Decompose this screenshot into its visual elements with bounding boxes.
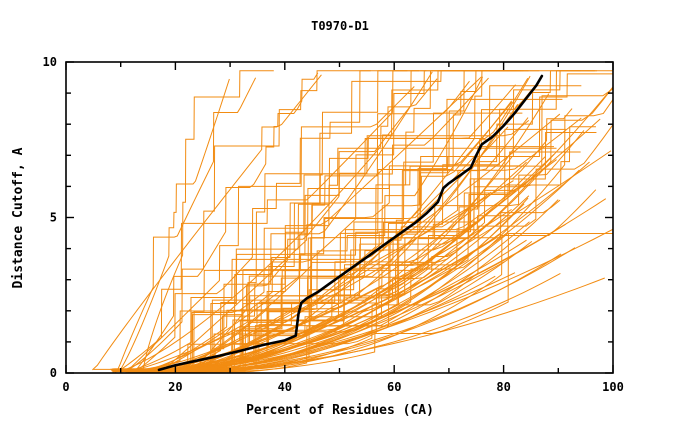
- y-tick-label: 10: [43, 55, 57, 69]
- ensemble-curve: [139, 161, 590, 371]
- ensemble-curve: [114, 70, 420, 373]
- ensemble-curve: [197, 215, 512, 373]
- ensemble-curve: [114, 191, 492, 372]
- ensemble-curve: [122, 70, 371, 371]
- ensemble-curve: [180, 112, 523, 373]
- ensemble-curve: [143, 117, 582, 371]
- y-tick-label: 0: [50, 366, 57, 380]
- x-tick-label: 80: [496, 380, 510, 394]
- ensemble-curve: [117, 78, 230, 372]
- x-tick-label: 40: [278, 380, 292, 394]
- ensemble-curve: [190, 126, 596, 371]
- ensemble-curve: [92, 74, 322, 371]
- ensemble-curve: [166, 80, 470, 370]
- ensemble-curve: [136, 119, 530, 371]
- ensemble-curve: [116, 77, 257, 372]
- y-axis-label: Distance Cutoff, A: [11, 147, 26, 288]
- ensemble-curve: [136, 86, 614, 371]
- ensemble-curve: [114, 240, 533, 370]
- ensemble-curve: [147, 156, 513, 372]
- y-tick-label: 5: [50, 211, 57, 225]
- ensemble-curve: [192, 70, 517, 372]
- ensemble-curve: [124, 86, 415, 371]
- ensemble-curve: [133, 72, 319, 373]
- ensemble-curve: [134, 253, 562, 372]
- ensemble-curve: [166, 70, 460, 372]
- x-tick-label: 0: [62, 380, 69, 394]
- ensemble-curve: [189, 70, 427, 370]
- axis-tick-labels: 0 20 40 60 80 100 0 5 10: [43, 55, 624, 394]
- x-axis-label: Percent of Residues (CA): [246, 403, 434, 418]
- ensemble-curve: [169, 70, 597, 370]
- ensemble-curve: [118, 200, 504, 371]
- highlighted-curve: [157, 74, 544, 372]
- highlight-series: [157, 74, 544, 372]
- ensemble-curve: [159, 76, 482, 373]
- x-tick-label: 60: [387, 380, 401, 394]
- x-tick-label: 100: [602, 380, 624, 394]
- ensemble-curve: [117, 161, 527, 372]
- ensemble-curve: [132, 70, 408, 372]
- ensemble-curve: [153, 147, 557, 372]
- ensemble-series: [92, 70, 614, 373]
- axis-ticks: [65, 61, 614, 374]
- ensemble-curve: [126, 132, 597, 370]
- chart-title: T0970-D1: [311, 19, 369, 33]
- x-tick-label: 20: [168, 380, 182, 394]
- ensemble-curve: [184, 71, 433, 372]
- ensemble-curve: [112, 78, 438, 373]
- ensemble-curve: [137, 237, 497, 370]
- ensemble-curve: [142, 70, 274, 372]
